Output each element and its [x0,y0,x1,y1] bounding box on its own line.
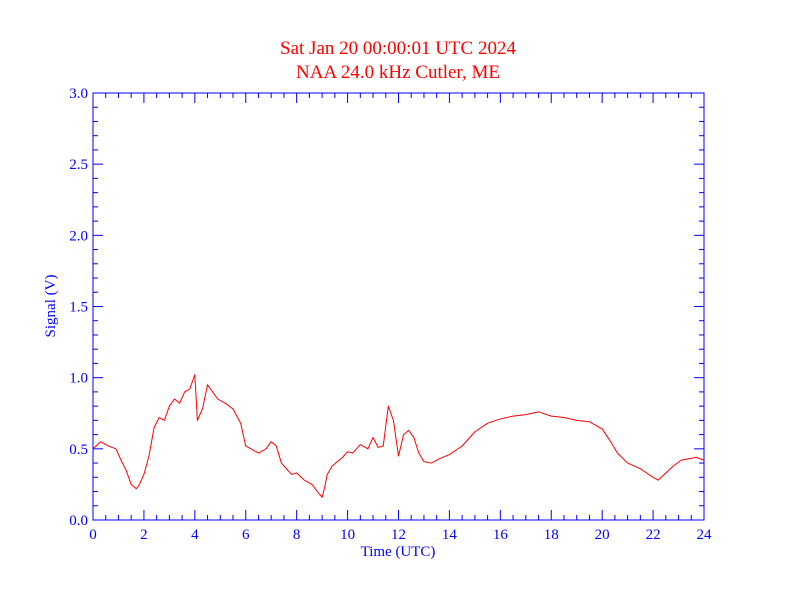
y-tick-label: 1.0 [69,371,88,387]
x-tick-label: 8 [293,527,301,543]
series-layer [92,374,705,498]
x-tick-label: 2 [140,527,148,543]
y-tick-label: 2.0 [69,228,88,244]
x-axis-label: Time (UTC) [361,544,436,560]
y-axis-label: Signal (V) [43,275,59,338]
y-tick-label: 3.0 [69,86,88,102]
y-axis: 0.0 0.5 1.0 1.5 2.0 2.5 3.0 [69,86,704,529]
y-tick-label: 0.0 [69,513,88,529]
chart-title: Sat Jan 20 00:00:01 UTC 2024 [280,38,516,59]
x-tick-label: 20 [595,527,610,543]
x-tick-label: 24 [697,527,713,543]
chart-subtitle: NAA 24.0 kHz Cutler, ME [296,62,500,83]
x-tick-label: 6 [242,527,250,543]
x-tick-label: 0 [89,527,97,543]
y-tick-label: 0.5 [69,442,88,458]
y-tick-label: 1.5 [69,300,88,316]
x-axis: 0 2 4 6 8 10 12 14 16 18 20 22 24 [89,93,712,543]
x-tick-label: 16 [493,527,509,543]
x-tick-label: 4 [191,527,199,543]
x-tick-label: 14 [442,527,458,543]
x-tick-label: 22 [646,527,661,543]
x-tick-label: 12 [391,527,406,543]
y-tick-label: 2.5 [69,157,88,173]
x-tick-label: 10 [340,527,355,543]
x-tick-label: 18 [544,527,559,543]
series-line [92,374,705,498]
